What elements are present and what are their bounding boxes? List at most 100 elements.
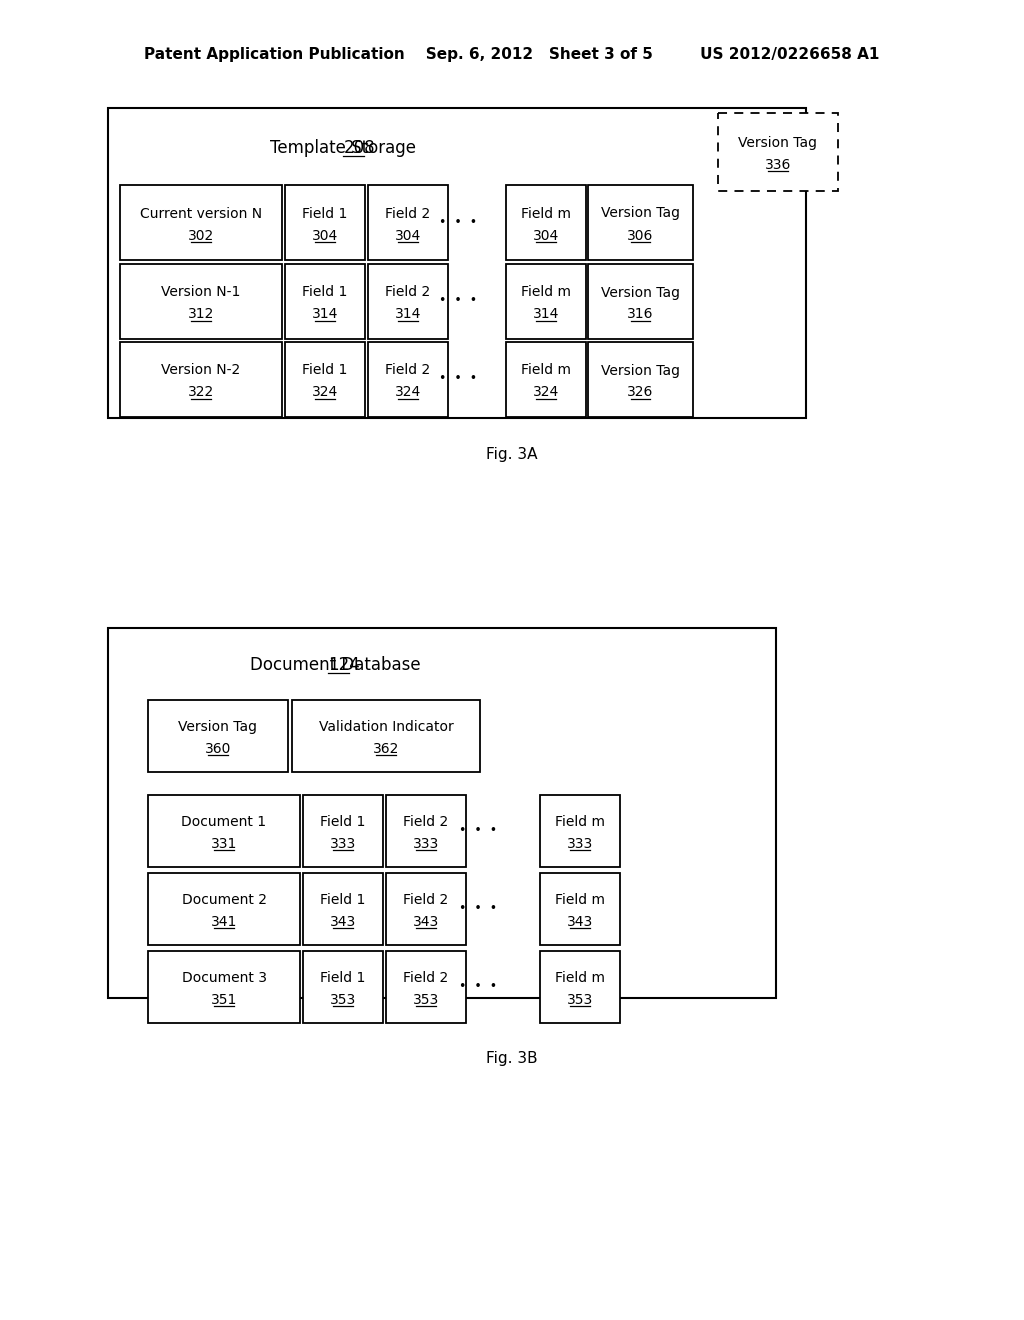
FancyBboxPatch shape [148,795,300,867]
FancyBboxPatch shape [506,264,586,339]
Text: 336: 336 [765,158,792,172]
FancyBboxPatch shape [285,264,365,339]
FancyBboxPatch shape [285,185,365,260]
Text: Field m: Field m [521,363,571,378]
Text: •  •  •: • • • [439,294,477,308]
Text: 343: 343 [330,915,356,929]
FancyBboxPatch shape [540,795,620,867]
Text: 124: 124 [328,656,359,675]
Text: 306: 306 [628,228,653,243]
Text: Field 1: Field 1 [321,972,366,985]
Text: 304: 304 [532,228,559,243]
Text: 351: 351 [211,993,238,1007]
Text: •  •  •: • • • [439,372,477,385]
FancyBboxPatch shape [540,873,620,945]
FancyBboxPatch shape [108,108,806,418]
Text: 314: 314 [532,308,559,322]
Text: Field 1: Field 1 [302,206,348,220]
Text: 322: 322 [187,385,214,400]
Text: 362: 362 [373,742,399,756]
Text: •  •  •: • • • [459,981,497,994]
FancyBboxPatch shape [718,114,838,191]
FancyBboxPatch shape [148,700,288,772]
Text: •  •  •: • • • [439,215,477,228]
FancyBboxPatch shape [506,342,586,417]
Text: 353: 353 [413,993,439,1007]
Text: Field 1: Field 1 [302,363,348,378]
Text: Field 1: Field 1 [321,894,366,907]
Text: Version Tag: Version Tag [738,136,817,150]
Text: Field m: Field m [521,206,571,220]
Text: 360: 360 [205,742,231,756]
Text: Field 2: Field 2 [385,363,431,378]
Text: Document 1: Document 1 [181,814,266,829]
Text: Document 2: Document 2 [181,894,266,907]
FancyBboxPatch shape [588,342,693,417]
Text: •  •  •: • • • [459,903,497,916]
FancyBboxPatch shape [368,342,449,417]
Text: 304: 304 [395,228,421,243]
Text: Validation Indicator: Validation Indicator [318,719,454,734]
FancyBboxPatch shape [303,950,383,1023]
Text: Fig. 3A: Fig. 3A [486,447,538,462]
FancyBboxPatch shape [120,342,282,417]
Text: 312: 312 [187,308,214,322]
Text: 343: 343 [413,915,439,929]
Text: Version Tag: Version Tag [178,719,257,734]
Text: Version Tag: Version Tag [601,285,680,300]
Text: Field 2: Field 2 [403,894,449,907]
FancyBboxPatch shape [285,342,365,417]
FancyBboxPatch shape [292,700,480,772]
Text: Field 1: Field 1 [321,814,366,829]
FancyBboxPatch shape [303,795,383,867]
FancyBboxPatch shape [148,873,300,945]
Text: Version N-1: Version N-1 [162,285,241,300]
Text: 333: 333 [413,837,439,851]
Text: 304: 304 [312,228,338,243]
FancyBboxPatch shape [108,628,776,998]
Text: 341: 341 [211,915,238,929]
FancyBboxPatch shape [368,185,449,260]
Text: Version Tag: Version Tag [601,206,680,220]
FancyBboxPatch shape [386,795,466,867]
Text: 331: 331 [211,837,238,851]
Text: 333: 333 [330,837,356,851]
Text: Field m: Field m [555,972,605,985]
Text: Field m: Field m [521,285,571,300]
Text: 316: 316 [628,308,653,322]
Text: Document Database: Document Database [250,656,426,675]
Text: Field 2: Field 2 [385,285,431,300]
Text: 353: 353 [330,993,356,1007]
FancyBboxPatch shape [120,185,282,260]
Text: 343: 343 [567,915,593,929]
Text: Field 2: Field 2 [403,814,449,829]
Text: 208: 208 [343,139,375,157]
Text: 302: 302 [187,228,214,243]
FancyBboxPatch shape [386,873,466,945]
Text: 333: 333 [567,837,593,851]
Text: Field 2: Field 2 [403,972,449,985]
FancyBboxPatch shape [386,950,466,1023]
Text: •  •  •: • • • [459,825,497,837]
Text: Version Tag: Version Tag [601,363,680,378]
Text: 314: 314 [312,308,338,322]
Text: 324: 324 [532,385,559,400]
Text: Fig. 3B: Fig. 3B [486,1051,538,1065]
Text: 324: 324 [395,385,421,400]
FancyBboxPatch shape [120,264,282,339]
Text: Field 1: Field 1 [302,285,348,300]
Text: Patent Application Publication    Sep. 6, 2012   Sheet 3 of 5         US 2012/02: Patent Application Publication Sep. 6, 2… [144,48,880,62]
Text: Template Storage: Template Storage [270,139,421,157]
Text: Version N-2: Version N-2 [162,363,241,378]
Text: Field m: Field m [555,814,605,829]
Text: Current version N: Current version N [140,206,262,220]
Text: Document 3: Document 3 [181,972,266,985]
FancyBboxPatch shape [368,264,449,339]
Text: 353: 353 [567,993,593,1007]
Text: 326: 326 [628,385,653,400]
Text: Field m: Field m [555,894,605,907]
FancyBboxPatch shape [148,950,300,1023]
Text: Field 2: Field 2 [385,206,431,220]
FancyBboxPatch shape [588,264,693,339]
FancyBboxPatch shape [303,873,383,945]
